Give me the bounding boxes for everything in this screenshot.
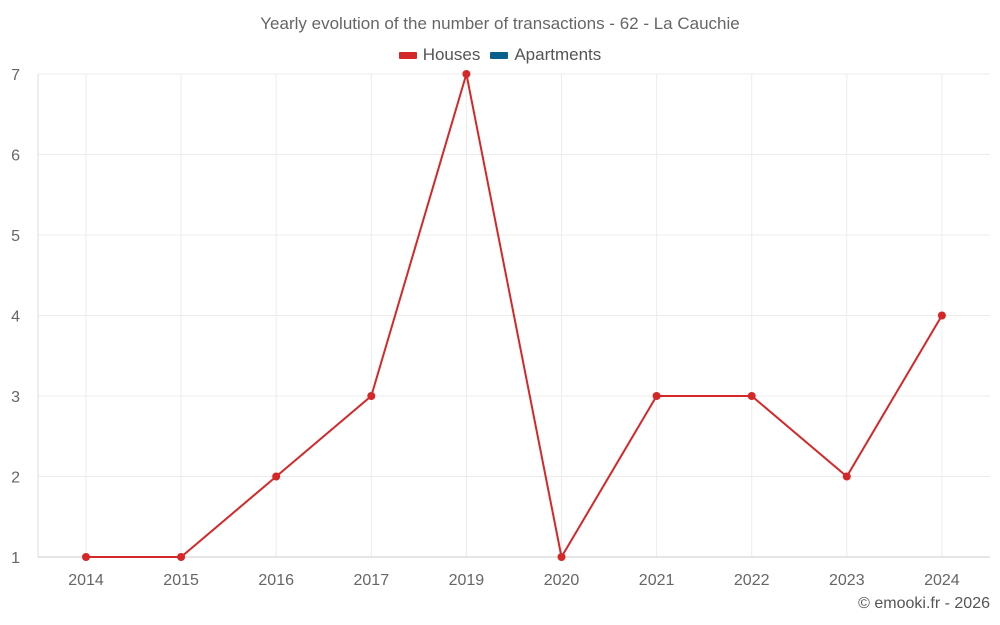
x-tick-label: 2014 bbox=[68, 572, 104, 589]
x-tick-label: 2017 bbox=[354, 572, 390, 589]
y-tick-label: 5 bbox=[11, 228, 20, 245]
data-point bbox=[747, 392, 756, 400]
y-tick-label: 4 bbox=[11, 309, 20, 326]
data-point bbox=[557, 553, 566, 561]
data-point bbox=[842, 472, 851, 481]
y-tick-label: 3 bbox=[11, 389, 20, 406]
data-point bbox=[652, 392, 661, 400]
axes bbox=[37, 74, 990, 558]
chart-title: Yearly evolution of the number of transa… bbox=[260, 14, 740, 33]
y-tick-label: 1 bbox=[11, 550, 20, 567]
data-point bbox=[367, 392, 376, 400]
y-tick-label: 2 bbox=[11, 470, 20, 487]
grid-lines bbox=[38, 73, 990, 557]
x-tick-label: 2023 bbox=[829, 572, 865, 589]
data-point bbox=[272, 472, 281, 481]
series-group bbox=[82, 70, 946, 561]
credit-text: © emooki.fr - 2026 bbox=[858, 595, 990, 612]
legend-label-houses: Houses bbox=[422, 45, 481, 64]
y-tick-label: 7 bbox=[11, 67, 20, 84]
chart-legend: Houses Apartments bbox=[0, 45, 1000, 65]
legend-swatch-houses bbox=[398, 51, 417, 59]
data-point bbox=[177, 553, 186, 561]
series-line-houses bbox=[86, 73, 943, 558]
data-point bbox=[82, 553, 90, 561]
x-tick-label: 2016 bbox=[258, 572, 294, 589]
x-tick-label: 2021 bbox=[639, 572, 675, 589]
x-tick-label: 2020 bbox=[544, 572, 580, 589]
legend-item-apartments[interactable]: Apartments bbox=[490, 45, 601, 65]
x-tick-label: 2022 bbox=[734, 572, 770, 589]
data-point bbox=[462, 70, 471, 78]
data-point bbox=[937, 311, 946, 320]
x-tick-label: 2019 bbox=[449, 572, 485, 589]
x-tick-label: 2024 bbox=[924, 572, 960, 589]
legend-swatch-apartments bbox=[490, 51, 509, 59]
x-axis-ticks: 2014 2015 2016 2017 2019 2020 2021 2022 2023 2024 bbox=[68, 572, 960, 589]
legend-item-houses[interactable]: Houses bbox=[398, 45, 481, 65]
x-tick-label: 2015 bbox=[163, 572, 199, 589]
y-axis-ticks: 1 2 3 4 5 6 7 bbox=[11, 67, 20, 567]
y-tick-label: 6 bbox=[11, 148, 20, 165]
legend-label-apartments: Apartments bbox=[514, 45, 602, 64]
